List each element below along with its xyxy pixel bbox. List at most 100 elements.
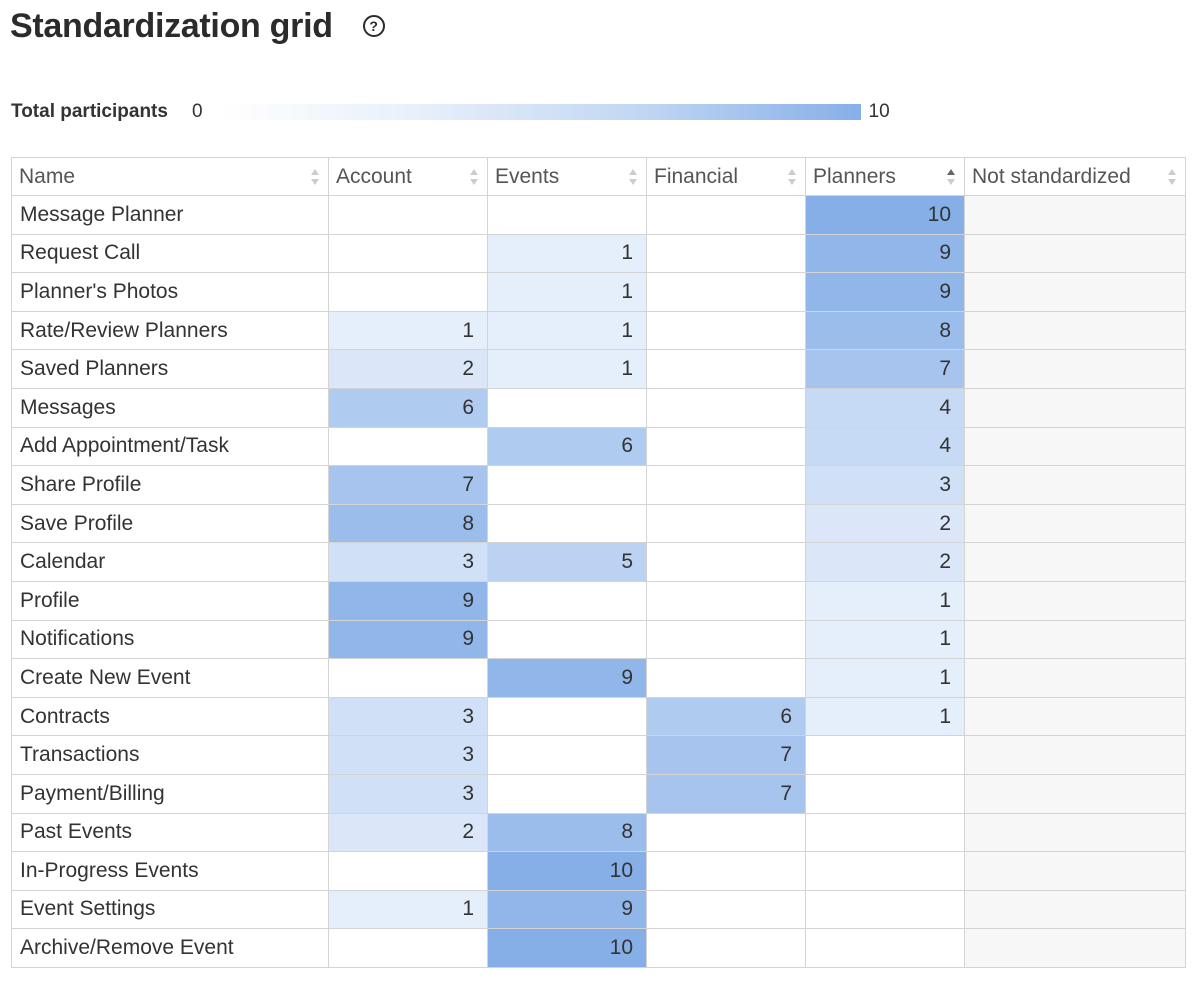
table-header-row: Name Account Events Financial Planners Not st… [11, 157, 1186, 196]
column-header-events[interactable]: Events [487, 157, 647, 196]
cell-not-standardized [964, 812, 1186, 853]
cell-account [328, 272, 488, 312]
cell-not-standardized [964, 272, 1186, 312]
cell-not-standardized [964, 503, 1186, 544]
cell-events: 1 [487, 349, 647, 389]
cell-planners [805, 889, 965, 930]
cell-not-standardized [964, 465, 1186, 505]
row-name-cell: Rate/Review Planners [11, 310, 329, 351]
cell-planners: 3 [805, 465, 965, 505]
cell-not-standardized [964, 889, 1186, 930]
column-header-financial[interactable]: Financial [646, 157, 806, 196]
cell-account: 3 [328, 773, 488, 814]
row-name-cell: Payment/Billing [11, 773, 329, 814]
cell-financial [646, 272, 806, 312]
cell-account: 3 [328, 696, 488, 737]
sort-arrows-icon[interactable] [469, 167, 479, 187]
question-circle-icon[interactable]: ? [362, 15, 385, 37]
cell-events [487, 503, 647, 544]
cell-events [487, 619, 647, 660]
column-header-label: Events [495, 164, 560, 188]
cell-account [328, 195, 488, 235]
sort-arrows-icon[interactable] [946, 167, 956, 187]
cell-planners [805, 773, 965, 814]
sort-arrows-icon[interactable] [310, 167, 320, 187]
row-name-cell: Saved Planners [11, 349, 329, 389]
column-header-account[interactable]: Account [328, 157, 488, 196]
legend-gradient-bar [220, 104, 861, 120]
table-row: Messages 6 4 [11, 387, 1186, 428]
cell-planners [805, 735, 965, 775]
table-row: Event Settings 1 9 [11, 889, 1186, 930]
cell-not-standardized [964, 349, 1186, 389]
cell-account [328, 233, 488, 274]
cell-not-standardized [964, 426, 1186, 467]
cell-events [487, 465, 647, 505]
cell-not-standardized [964, 387, 1186, 428]
cell-planners: 4 [805, 426, 965, 467]
participants-legend: Total participants 0 10 [11, 99, 890, 125]
row-name-cell: Contracts [11, 696, 329, 737]
column-header-not-standardized[interactable]: Not standardized [964, 157, 1186, 196]
table-row: Rate/Review Planners 1 1 8 [11, 310, 1186, 351]
cell-not-standardized [964, 658, 1186, 698]
row-name-cell: Add Appointment/Task [11, 426, 329, 467]
cell-not-standardized [964, 542, 1186, 582]
cell-not-standardized [964, 310, 1186, 351]
cell-financial [646, 426, 806, 467]
cell-planners [805, 812, 965, 853]
cell-not-standardized [964, 696, 1186, 737]
cell-financial [646, 195, 806, 235]
row-name-cell: Transactions [11, 735, 329, 775]
table-row: Archive/Remove Event 10 [11, 928, 1186, 968]
cell-planners [805, 928, 965, 968]
table-body: Message Planner 10 Request Call 1 9 Planner's… [11, 195, 1186, 968]
cell-not-standardized [964, 233, 1186, 274]
cell-account [328, 658, 488, 698]
cell-account: 9 [328, 580, 488, 621]
cell-events [487, 696, 647, 737]
table-row: Past Events 2 8 [11, 812, 1186, 853]
cell-financial [646, 349, 806, 389]
cell-account: 7 [328, 465, 488, 505]
cell-account: 8 [328, 503, 488, 544]
cell-not-standardized [964, 928, 1186, 968]
table-row: Add Appointment/Task 6 4 [11, 426, 1186, 467]
cell-financial: 7 [646, 735, 806, 775]
cell-financial [646, 310, 806, 351]
column-header-name[interactable]: Name [11, 157, 329, 196]
legend-min: 0 [191, 101, 203, 122]
cell-events: 1 [487, 310, 647, 351]
row-name-cell: Save Profile [11, 503, 329, 544]
cell-not-standardized [964, 851, 1186, 891]
cell-events: 6 [487, 426, 647, 467]
column-header-label: Name [19, 164, 76, 188]
cell-financial [646, 928, 806, 968]
cell-account [328, 851, 488, 891]
cell-financial [646, 812, 806, 853]
cell-planners: 1 [805, 580, 965, 621]
table-row: Save Profile 8 2 [11, 503, 1186, 544]
row-name-cell: Planner's Photos [11, 272, 329, 312]
sort-arrows-icon[interactable] [787, 167, 797, 187]
legend-label: Total participants [11, 101, 168, 122]
cell-financial [646, 233, 806, 274]
cell-planners: 1 [805, 658, 965, 698]
table-row: Planner's Photos 1 9 [11, 272, 1186, 312]
cell-events [487, 773, 647, 814]
cell-not-standardized [964, 773, 1186, 814]
row-name-cell: Past Events [11, 812, 329, 853]
cell-events: 5 [487, 542, 647, 582]
sort-arrows-icon[interactable] [628, 167, 638, 187]
column-header-planners[interactable]: Planners [805, 157, 965, 196]
row-name-cell: Message Planner [11, 195, 329, 235]
sort-arrows-icon[interactable] [1167, 167, 1177, 187]
cell-planners: 9 [805, 233, 965, 274]
column-header-label: Not standardized [972, 164, 1131, 188]
cell-events [487, 387, 647, 428]
cell-financial: 6 [646, 696, 806, 737]
cell-financial [646, 580, 806, 621]
cell-financial [646, 465, 806, 505]
cell-account [328, 928, 488, 968]
cell-financial [646, 503, 806, 544]
